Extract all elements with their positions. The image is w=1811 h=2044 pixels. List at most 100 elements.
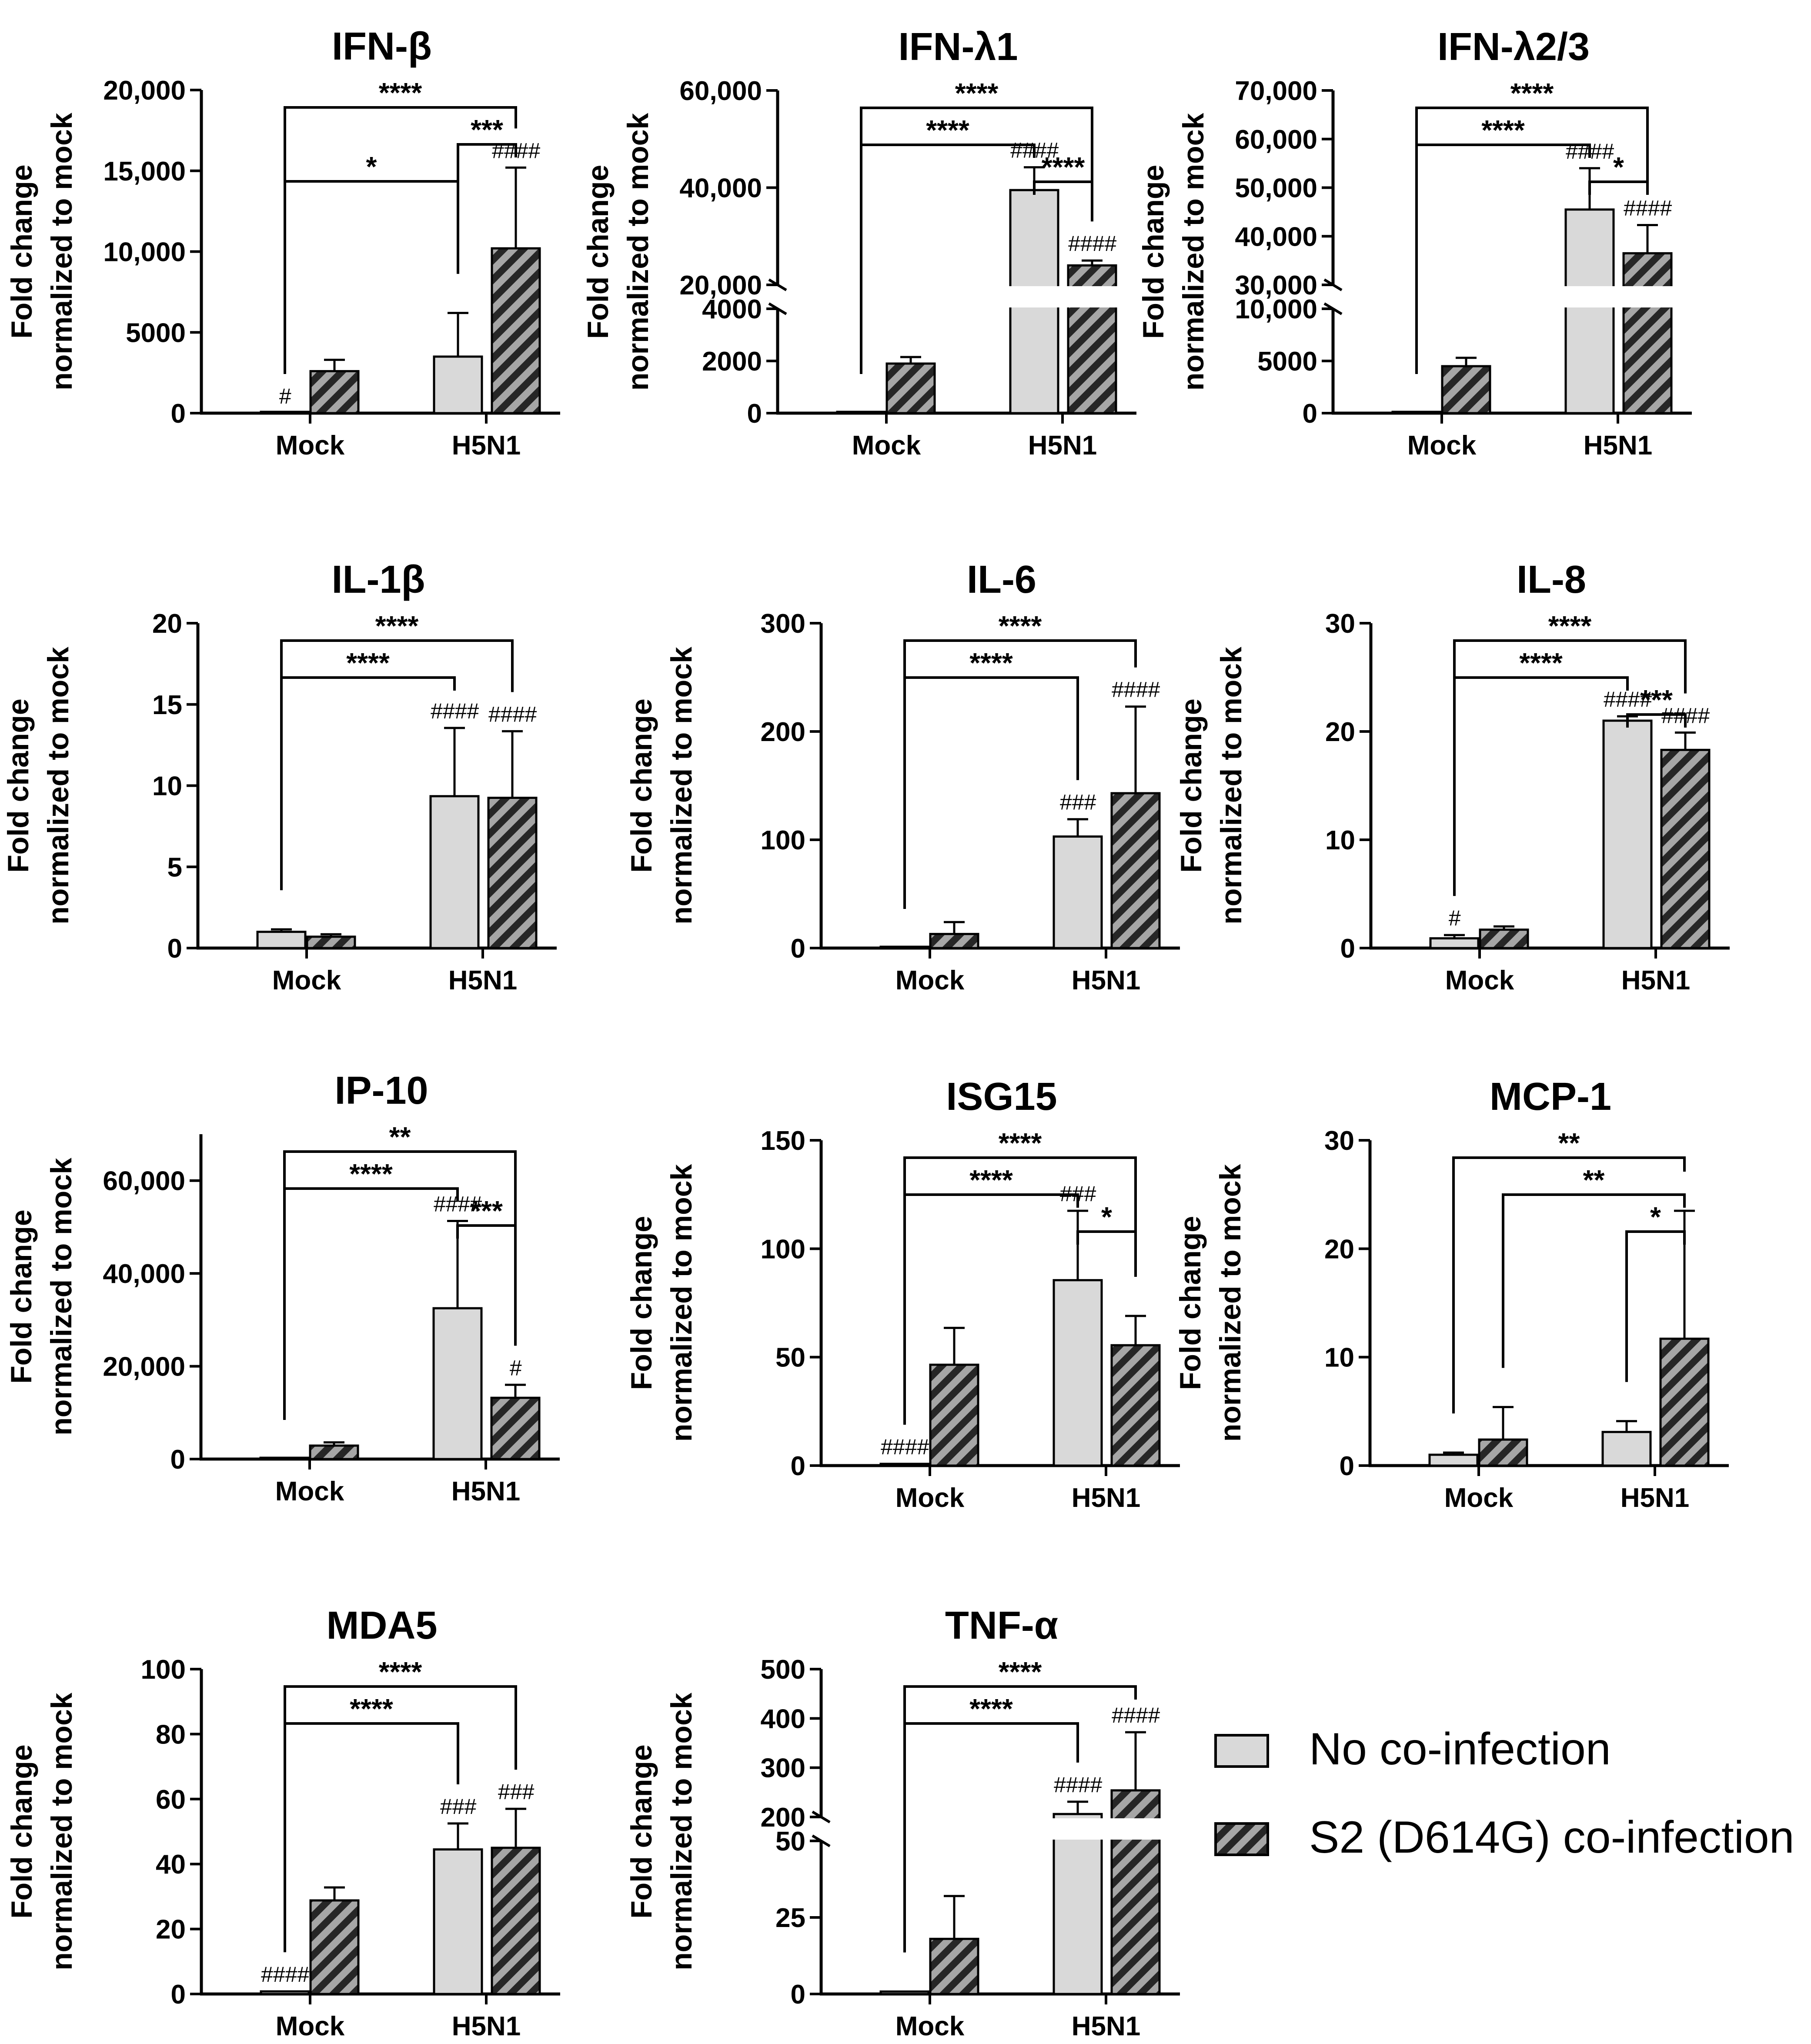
hash-mark: ### [498, 1780, 535, 1804]
chart-7: ISG15 Fold change normalized to mock 0 50 100… [625, 1075, 1180, 1513]
chart-9: MDA5 Fold change normalized to mock 0 20 40 60… [5, 1604, 560, 2041]
significance-label: **** [999, 610, 1042, 641]
significance-label: **** [1042, 151, 1085, 183]
bar-no-coinfection [432, 1307, 483, 1460]
bar-no-coinfection [433, 355, 483, 414]
y-tick-label: 5000 [1257, 347, 1317, 377]
significance-label: **** [350, 1693, 393, 1724]
y-tick-label: 0 [167, 934, 182, 964]
y-label-line1: Fold change [5, 1744, 38, 1918]
bar-s2-coinfection [1441, 365, 1491, 414]
chart-8: MCP-1 Fold change normalized to mock 0 10 20 3… [1174, 1075, 1729, 1513]
chart-5: IL-8 Fold change normalized to mock 0 10 20 30… [1175, 558, 1730, 995]
bar-no-coinfection [879, 945, 930, 949]
y-tick-label: 200 [761, 1803, 805, 1833]
bar-break-gap [1066, 286, 1119, 307]
hash-mark: #### [1111, 678, 1160, 702]
hash-mark: #### [261, 1962, 309, 1987]
y-tick-label: 10 [1325, 825, 1355, 855]
y-axis-label: Fold change normalized to mock [2, 647, 75, 925]
y-tick-label: 40,000 [1235, 222, 1317, 252]
chart-title: IP-10 [334, 1069, 428, 1112]
significance-bracket [456, 1224, 517, 1346]
y-tick-label: 20 [1324, 1234, 1354, 1264]
y-tick-label: 100 [761, 825, 805, 855]
bar-s2-coinfection [309, 1899, 360, 1995]
y-tick-label: 10,000 [1235, 294, 1317, 324]
hash-mark: #### [430, 699, 479, 723]
y-tick-label: 20 [152, 609, 182, 639]
x-tick-label: H5N1 [448, 965, 518, 995]
y-tick-label: 20,000 [679, 271, 762, 301]
significance-bracket [903, 676, 1079, 909]
y-tick-label: 0 [1303, 399, 1317, 429]
y-label-line2: normalized to mock [621, 113, 655, 391]
bar-no-coinfection [1053, 1813, 1103, 1995]
x-tick-label: Mock [1445, 965, 1514, 995]
legend-label-s2-coinfection: S2 (D614G) co-infection [1309, 1812, 1794, 1863]
chart-title: MDA5 [326, 1604, 437, 1647]
bar-no-coinfection [1564, 208, 1615, 414]
y-label-line1: Fold change [2, 698, 35, 872]
bar-s2-coinfection [929, 933, 979, 949]
bar-s2-coinfection [1659, 1337, 1710, 1467]
significance-bracket [284, 106, 517, 374]
y-tick-label: 0 [791, 934, 805, 964]
bar-no-coinfection [1601, 1431, 1652, 1467]
x-tick-label: H5N1 [1072, 2011, 1141, 2041]
bar-s2-coinfection [929, 1363, 979, 1467]
y-tick-label: 20,000 [103, 1352, 185, 1382]
y-axis-label: Fold change normalized to mock [1175, 647, 1248, 925]
hash-mark: #### [488, 702, 537, 726]
significance-label: **** [1510, 77, 1554, 109]
significance-label: **** [969, 1164, 1013, 1196]
y-tick-label: 200 [761, 717, 805, 747]
significance-label: **** [379, 1656, 422, 1687]
x-tick-label: H5N1 [1621, 1483, 1690, 1513]
significance-label: **** [926, 114, 969, 146]
y-tick-label: 40,000 [679, 174, 762, 204]
chart-6: IP-10 Fold change normalized to mock 0 20,00… [5, 1069, 560, 1506]
y-label-line2: normalized to mock [665, 647, 698, 925]
bar-s2-coinfection [309, 1444, 359, 1460]
y-tick-label: 40,000 [103, 1259, 185, 1289]
x-tick-label: H5N1 [1072, 1483, 1141, 1513]
hash-mark: ### [1059, 790, 1096, 815]
bar-no-coinfection [1391, 411, 1442, 414]
hash-mark: # [279, 384, 291, 408]
y-tick-label: 10,000 [103, 237, 186, 267]
chart-title: TNF-α [945, 1604, 1058, 1647]
bar-s2-coinfection [491, 1847, 541, 1995]
chart-title: IFN-λ2/3 [1437, 25, 1590, 69]
y-label-line2: normalized to mock [1215, 647, 1248, 925]
chart-title: IL-6 [967, 558, 1036, 601]
significance-label: **** [955, 77, 999, 109]
significance-label: * [1613, 151, 1624, 183]
y-tick-label: 15 [152, 690, 182, 720]
hash-mark: #### [1053, 1773, 1102, 1797]
hash-mark: #### [1111, 1703, 1160, 1727]
y-tick-label: 0 [171, 399, 186, 429]
chart-10: TNF-α Fold change normalized to mock 0 25 502… [625, 1604, 1180, 2041]
chart-1: IFN-λ1 Fold change normalized to mock 0 2000… [581, 25, 1136, 461]
y-tick-label: 100 [761, 1234, 805, 1264]
y-axis-label: Fold change normalized to mock [625, 1693, 698, 1971]
bar-no-coinfection [1428, 1453, 1479, 1467]
significance-label: *** [1640, 684, 1673, 715]
significance-bracket [1452, 1156, 1686, 1414]
bar-no-coinfection [259, 1456, 310, 1460]
y-label-line1: Fold change [1175, 698, 1208, 872]
x-tick-label: Mock [275, 1476, 344, 1506]
y-tick-label: 60,000 [1235, 125, 1317, 155]
y-axis-label: Fold change normalized to mock [581, 113, 655, 391]
bar-break-gap [1008, 286, 1061, 307]
y-tick-label: 5 [167, 852, 182, 882]
y-tick-label: 0 [1340, 1451, 1354, 1481]
chart-title: IL-8 [1517, 558, 1586, 601]
y-tick-label: 0 [791, 1451, 805, 1481]
y-axis-label: Fold change normalized to mock [1137, 113, 1210, 391]
significance-label: **** [346, 647, 390, 678]
y-tick-label: 150 [761, 1126, 805, 1156]
significance-bracket [903, 1722, 1079, 1953]
significance-label: ** [1583, 1164, 1605, 1196]
